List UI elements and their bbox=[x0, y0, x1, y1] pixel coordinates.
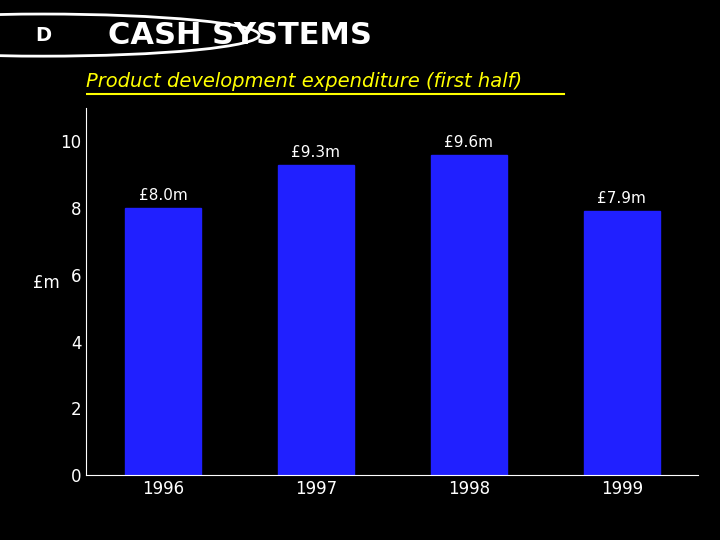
Text: £9.6m: £9.6m bbox=[444, 134, 493, 150]
Y-axis label: £m: £m bbox=[33, 274, 60, 292]
Text: D: D bbox=[35, 25, 51, 45]
Bar bbox=[278, 165, 354, 475]
FancyBboxPatch shape bbox=[0, 0, 86, 70]
Text: £9.3m: £9.3m bbox=[292, 145, 341, 160]
Bar bbox=[125, 208, 201, 475]
Text: Product development expenditure (first half): Product development expenditure (first h… bbox=[86, 71, 523, 91]
Text: £7.9m: £7.9m bbox=[598, 192, 647, 206]
Text: CASH SYSTEMS: CASH SYSTEMS bbox=[108, 21, 372, 50]
Bar bbox=[584, 212, 660, 475]
Text: £8.0m: £8.0m bbox=[138, 188, 187, 203]
Bar bbox=[431, 155, 507, 475]
